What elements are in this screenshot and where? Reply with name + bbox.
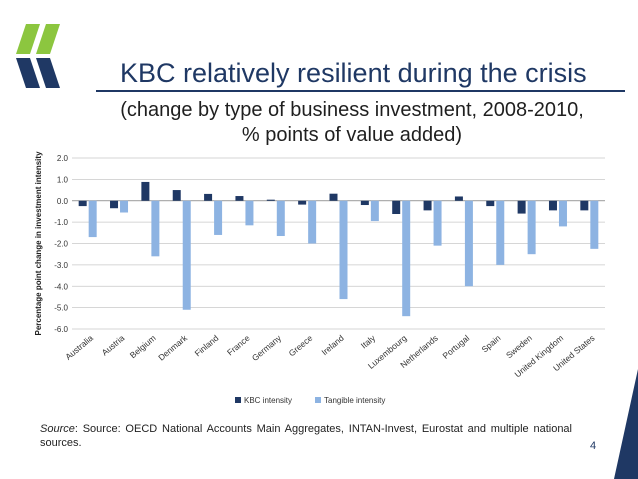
bar-kbc-intensity [423,200,432,211]
y-tick-label: -3.0 [54,261,68,270]
bar-kbc-intensity [235,196,244,201]
bar-tangible-intensity [464,200,473,287]
source-text: : Source: OECD National Accounts Main Ag… [40,423,572,449]
bar-kbc-intensity [266,199,275,201]
x-tick-label: Germany [250,332,284,363]
bar-tangible-intensity [496,200,505,265]
bar-tangible-intensity [370,200,379,222]
y-tick-label: 0.0 [57,197,69,206]
x-tick-label: Spain [479,333,502,355]
bar-kbc-intensity [548,200,557,211]
bar-tangible-intensity [339,200,348,300]
title-rule [96,90,625,92]
y-axis-title: Percentage point change in investment in… [34,151,43,336]
x-tick-label: Greece [287,333,315,359]
bar-tangible-intensity [590,200,599,249]
bar-chart: 2.0 1.0 0.0 -1.0 -2.0 -3.0 -4.0 -5.0 -6.0 Percent… [34,151,605,405]
y-tick-label: 2.0 [57,154,69,163]
x-tick-label: Australia [63,333,95,362]
bar-tangible-intensity [151,200,160,257]
y-tick-label: 1.0 [57,175,69,184]
x-tick-label: France [225,333,252,358]
bar-tangible-intensity [308,200,317,244]
y-tick-label: -4.0 [54,282,68,291]
bar-tangible-intensity [402,200,411,317]
bar-kbc-intensity [329,193,338,201]
x-tick-label: Portugal [441,333,472,361]
bar-tangible-intensity [182,200,191,310]
bar-kbc-intensity [580,200,589,211]
x-tick-label: Denmark [156,332,189,362]
oecd-logo [16,24,60,88]
bar-kbc-intensity [78,200,87,207]
bar-kbc-intensity [110,200,119,209]
y-tick-label: -1.0 [54,218,68,227]
bar-tangible-intensity [88,200,97,238]
legend-swatch [315,397,321,403]
bar-tangible-intensity [527,200,536,255]
bar-kbc-intensity [298,200,307,205]
slide-title: KBC relatively resilient during the cris… [120,58,587,88]
corner-decoration [614,369,638,479]
bar-kbc-intensity [141,181,150,201]
bar-kbc-intensity [517,200,526,214]
slide-subtitle: (change by type of business investment, … [96,98,608,148]
bar-tangible-intensity [245,200,254,226]
x-tick-label: Italy [359,332,378,350]
bar-tangible-intensity [214,200,223,235]
bar-kbc-intensity [392,200,401,215]
y-tick-label: -2.0 [54,240,68,249]
page-number: 4 [590,440,597,452]
x-tick-label: Finland [193,333,221,359]
bar-kbc-intensity [360,200,369,206]
subtitle-line-1: (change by type of business investment, … [120,99,584,121]
bar-tangible-intensity [558,200,567,227]
bar-kbc-intensity [454,196,463,201]
bar-tangible-intensity [120,200,129,213]
bar-kbc-intensity [486,200,495,207]
bar-tangible-intensity [433,200,442,246]
legend-label: Tangible intensity [324,396,385,405]
source-note: Source: Source: OECD National Accounts M… [40,422,572,450]
bar-kbc-intensity [172,190,181,201]
bar-tangible-intensity [276,200,285,237]
source-label: Source [40,423,75,435]
y-tick-label: -5.0 [54,304,68,313]
legend-label: KBC intensity [244,396,292,405]
legend-swatch [235,397,241,403]
bar-kbc-intensity [204,193,213,201]
x-tick-label: Belgium [128,333,158,360]
x-tick-label: Austria [100,333,127,358]
subtitle-line-2: % points of value added) [241,124,463,146]
x-tick-label: Ireland [319,333,346,358]
y-tick-label: -6.0 [54,325,68,334]
